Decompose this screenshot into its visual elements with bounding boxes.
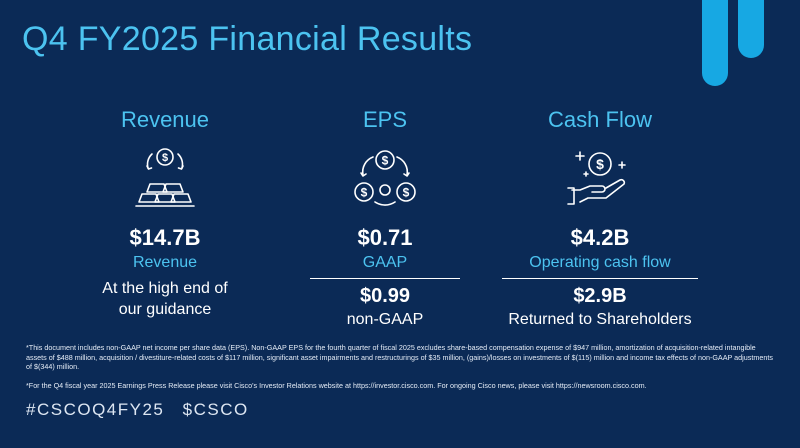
footnote-non-gaap: *This document includes non-GAAP net inc…	[26, 343, 773, 371]
cash-flow-returned-value: $2.9B	[573, 285, 627, 307]
eps-gaap-label: GAAP	[362, 254, 408, 271]
hashtag-earnings: #CSCOQ4FY25	[26, 400, 165, 419]
svg-text:$: $	[162, 152, 168, 164]
svg-text:$: $	[403, 186, 410, 200]
revenue-heading: Revenue	[120, 107, 210, 132]
eps-divider	[310, 278, 460, 279]
hand-dollar-icon: $	[490, 142, 710, 214]
coins-cycle-icon: $ $ $	[305, 142, 465, 214]
cash-flow-divider	[502, 278, 698, 279]
cash-flow-heading: Cash Flow	[548, 107, 652, 132]
eps-gaap-value: $0.71	[357, 225, 413, 250]
revenue-column: Revenue $ $14.7B Revenue At the high end…	[75, 106, 255, 320]
cash-flow-column: Cash Flow $ $4.2B Operating cash flow $2…	[490, 106, 710, 330]
hashtags: #CSCOQ4FY25 $CSCO	[26, 400, 261, 420]
cash-flow-label: Operating cash flow	[529, 254, 671, 271]
eps-heading: EPS	[362, 107, 408, 132]
revenue-label: Revenue	[132, 254, 198, 271]
decorative-bars	[702, 0, 764, 86]
revenue-note-line2: our guidance	[118, 301, 212, 318]
eps-non-gaap-label: non-GAAP	[346, 311, 424, 328]
revenue-note-line1: At the high end of	[102, 280, 228, 297]
footnote-press-release: *For the Q4 fiscal year 2025 Earnings Pr…	[26, 381, 647, 390]
revenue-note: At the high end of our guidance	[75, 278, 255, 320]
cash-flow-value: $4.2B	[570, 225, 630, 250]
svg-text:$: $	[382, 154, 389, 168]
decorative-bar-tall	[702, 0, 728, 86]
hashtag-ticker: $CSCO	[182, 400, 249, 419]
svg-text:$: $	[596, 156, 604, 172]
gold-bars-dollar-icon: $	[75, 142, 255, 214]
svg-text:$: $	[361, 186, 368, 200]
eps-non-gaap-value: $0.99	[359, 285, 411, 307]
slide-title: Q4 FY2025 Financial Results	[22, 20, 473, 58]
eps-column: EPS $ $ $ $0.71 GAAP $0.99 non-GAAP	[305, 106, 465, 330]
revenue-value: $14.7B	[129, 225, 201, 250]
cash-flow-returned-label: Returned to Shareholders	[508, 311, 692, 328]
decorative-bar-short	[738, 0, 764, 58]
